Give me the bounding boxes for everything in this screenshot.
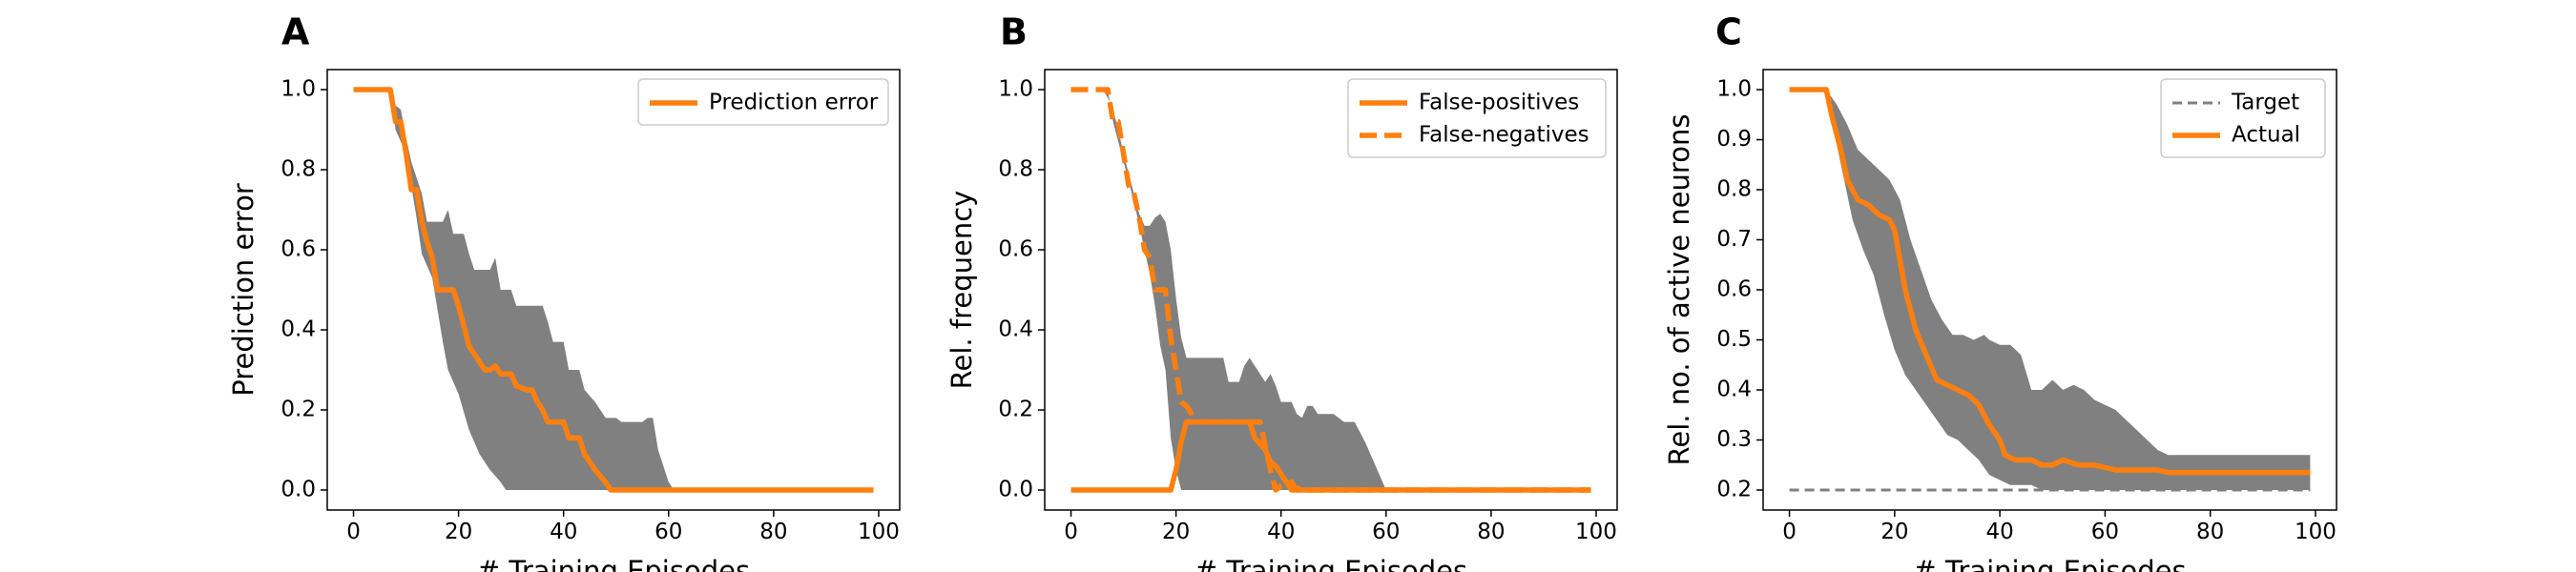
y-tick-label: 0.0 [998,478,1033,502]
y-tick-label: 1.0 [998,77,1033,102]
x-tick-label: 40 [1985,520,2013,544]
std-band [1070,90,1591,490]
y-tick-label: 0.0 [280,478,316,502]
legend-box [1347,78,1607,158]
panel-a: A 0 20 40 60 80 100 0.0 0.2 0.4 0.6 0.8 1.0 # Trainin… [227,11,901,572]
y-tick-label: 0.7 [1716,227,1752,252]
panel-letter: A [281,11,310,53]
legend-label: Actual [2232,123,2300,148]
y-tick-label: 0.3 [1716,427,1752,452]
x-axis-label: # Training Episodes [477,555,750,572]
y-tick-label: 0.2 [280,398,316,422]
std-band [1789,90,2311,490]
legend-label: Prediction error [709,91,879,115]
x-tick-label: 60 [1372,520,1400,544]
y-tick-label: 0.4 [280,317,316,342]
y-tick-label: 0.8 [1716,177,1752,202]
panel-b: B 0 20 40 60 80 100 0.0 0.2 0.4 0.6 0.8 1.0 # Trainin… [945,11,1618,572]
x-tick-label: 0 [1064,520,1078,544]
y-tick-label: 0.8 [280,157,316,182]
x-tick-label: 40 [550,520,577,544]
series-line-prediction-error [353,87,874,493]
axes-frame [326,69,901,511]
series-line-false-negatives [1070,87,1591,493]
x-tick-label: 20 [445,520,472,544]
x-tick-label: 0 [1782,520,1797,544]
panel-c: C 0 20 40 60 80 100 0.2 0.3 0.4 0.5 0.6 0.7 0.8 0.9 1.0… [1663,11,2337,572]
x-tick-label: 100 [1575,520,1617,544]
y-tick-label: 0.4 [1716,378,1752,402]
x-tick-label: 80 [759,520,787,544]
x-tick-label: 100 [858,520,900,544]
legend: Target Actual [2160,78,2326,158]
series-line-false-positives [1070,419,1591,493]
y-axis-label: Prediction error [227,183,260,397]
series-line-actual [1789,87,2311,476]
y-tick-label: 0.8 [998,157,1033,182]
y-tick-label: 0.6 [280,237,316,262]
y-tick-label: 0.6 [998,237,1033,262]
legend-label: False-positives [1419,91,1579,115]
x-tick-label: 0 [346,520,361,544]
y-axis-label: Rel. no. of active neurons [1663,114,1695,466]
x-tick-label: 20 [1880,520,1908,544]
x-tick-label: 60 [2091,520,2119,544]
x-tick-label: 20 [1162,520,1190,544]
axes-frame [1044,69,1618,511]
y-tick-label: 0.5 [1716,327,1752,352]
panel-letter: B [1000,11,1028,53]
legend: Prediction error [637,78,889,126]
legend-label: Target [2231,91,2299,115]
panel-letter: C [1715,11,1742,53]
y-tick-label: 0.2 [998,398,1033,422]
x-tick-label: 80 [1477,520,1505,544]
legend-label: False-negatives [1419,123,1589,148]
legend: False-positives False-negatives [1347,78,1607,158]
x-axis-label: # Training Episodes [1913,555,2186,572]
y-axis-label: Rel. frequency [945,191,978,390]
std-band [353,90,874,490]
x-tick-label: 100 [2295,520,2337,544]
y-tick-label: 1.0 [280,77,316,102]
x-tick-label: 80 [2196,520,2224,544]
legend-box [637,78,889,126]
y-tick-label: 0.4 [998,317,1033,342]
x-axis-label: # Training Episodes [1195,555,1467,572]
y-tick-label: 0.2 [1716,478,1752,502]
y-tick-label: 0.6 [1716,277,1752,302]
x-tick-label: 40 [1267,520,1295,544]
y-tick-label: 0.9 [1716,127,1752,152]
x-tick-label: 60 [654,520,682,544]
y-tick-label: 1.0 [1716,77,1752,102]
